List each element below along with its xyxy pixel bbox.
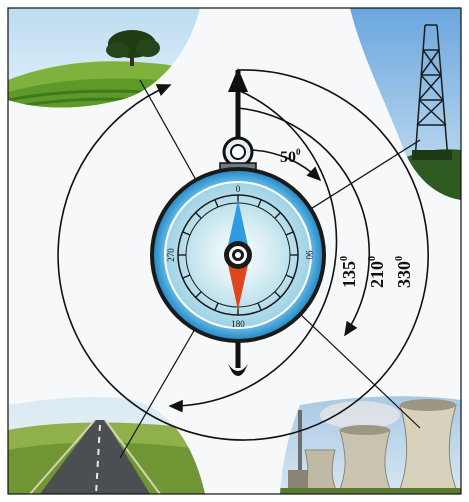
arc-50 [251, 149, 322, 182]
compass: 0 180 90 270 [150, 68, 326, 376]
arc-135 [237, 107, 370, 337]
bearing-arcs [57, 69, 429, 441]
dial-ticks [178, 195, 298, 315]
angle-label-135: 1350 [339, 256, 359, 288]
arc-330 [57, 69, 429, 441]
angle-labels: 500 1350 2100 3300 [280, 147, 414, 288]
frame-border [7, 7, 462, 495]
angle-label-50: 500 [280, 147, 301, 166]
dial-label-270: 270 [166, 248, 176, 262]
north-arrow-icon [228, 68, 248, 92]
arc-210 [168, 89, 338, 413]
angle-label-210: 2100 [367, 256, 387, 288]
scene-cooling-towers [280, 396, 461, 494]
north-needle [227, 200, 249, 250]
dial-label-180: 180 [231, 319, 245, 329]
dial-label-90: 90 [304, 251, 314, 261]
angle-label-330: 3300 [394, 256, 414, 288]
south-needle [227, 260, 249, 310]
dial-label-0: 0 [236, 184, 241, 194]
